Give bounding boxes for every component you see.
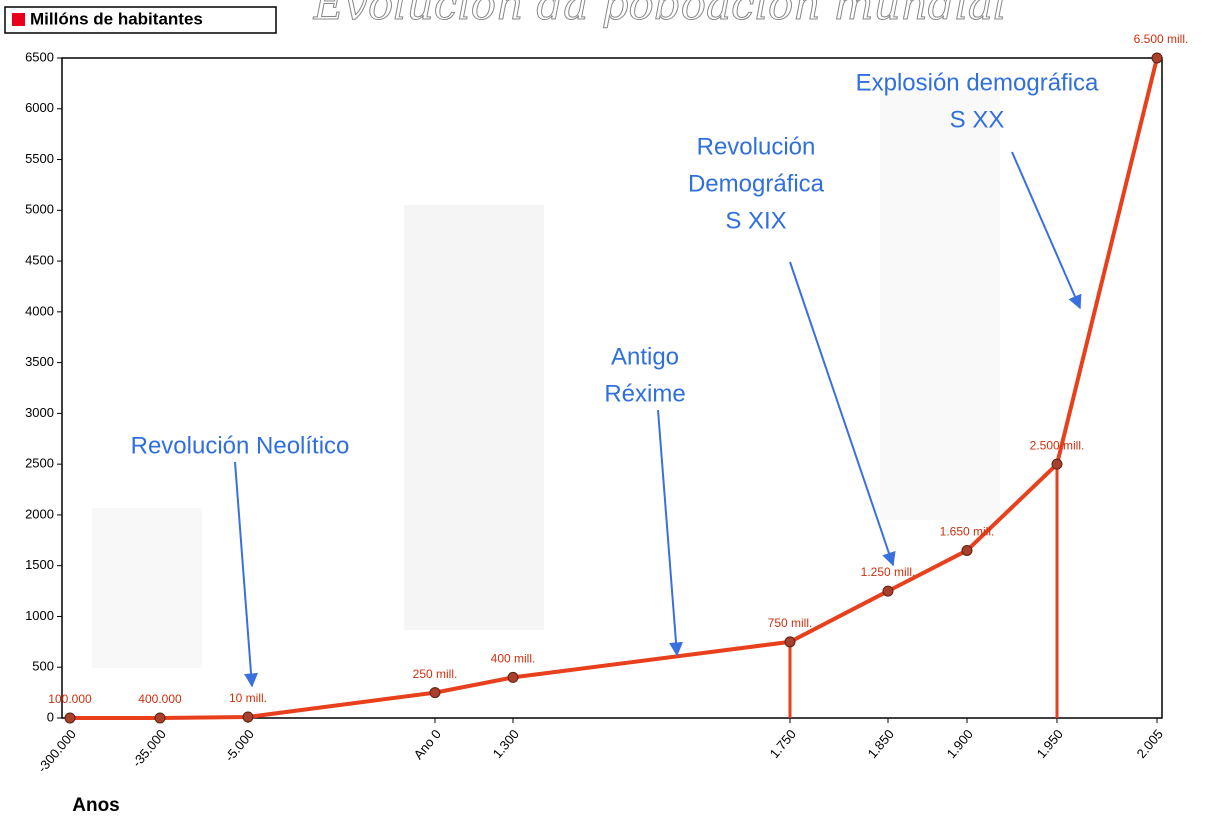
y-tick-label: 6500 bbox=[25, 49, 54, 64]
data-label: 400 mill. bbox=[491, 652, 536, 666]
annotation: Antigo bbox=[611, 343, 679, 370]
data-label: 2.500 mill. bbox=[1030, 438, 1085, 452]
data-label: 6.500 mill. bbox=[1134, 32, 1189, 46]
y-tick-label: 4000 bbox=[25, 303, 54, 318]
chart: Evolución da poboación mundial Millóns d… bbox=[0, 0, 1214, 820]
legend-label: Millóns de habitantes bbox=[30, 9, 203, 28]
data-label: 250 mill. bbox=[413, 667, 458, 681]
y-tick-label: 0 bbox=[47, 709, 54, 724]
annotation: Demográfica bbox=[688, 170, 825, 197]
y-tick-label: 6000 bbox=[25, 100, 54, 115]
y-tick-label: 500 bbox=[32, 659, 54, 674]
data-label: 1.650 mill. bbox=[940, 525, 995, 539]
data-point bbox=[65, 713, 75, 723]
data-point bbox=[883, 586, 893, 596]
annotation: S XX bbox=[950, 106, 1005, 133]
y-tick-label: 3500 bbox=[25, 354, 54, 369]
y-tick-label: 3000 bbox=[25, 405, 54, 420]
data-point bbox=[508, 672, 518, 682]
data-point bbox=[243, 712, 253, 722]
background bbox=[0, 0, 1214, 820]
y-tick-label: 5500 bbox=[25, 151, 54, 166]
annotation: S XIX bbox=[725, 207, 786, 234]
data-label: 100.000 bbox=[48, 692, 92, 706]
legend-swatch bbox=[12, 13, 25, 26]
data-label: 750 mill. bbox=[768, 616, 813, 630]
y-tick-label: 1000 bbox=[25, 608, 54, 623]
data-label: 10 mill. bbox=[229, 691, 267, 705]
annotation: Revolución bbox=[697, 133, 816, 160]
chart-title: Evolución da poboación mundial bbox=[313, 0, 1007, 29]
x-axis-label: Anos bbox=[72, 795, 120, 816]
annotation: Réxime bbox=[604, 380, 685, 407]
data-point bbox=[155, 713, 165, 723]
data-point bbox=[430, 688, 440, 698]
legend: Millóns de habitantes bbox=[5, 7, 276, 33]
annotation: Explosión demográfica bbox=[856, 69, 1099, 96]
y-tick-label: 5000 bbox=[25, 202, 54, 217]
y-tick-label: 1500 bbox=[25, 557, 54, 572]
data-point bbox=[962, 545, 972, 555]
data-point bbox=[785, 637, 795, 647]
annotation: Revolución Neolítico bbox=[131, 432, 350, 459]
y-tick-label: 2500 bbox=[25, 456, 54, 471]
y-tick-label: 2000 bbox=[25, 506, 54, 521]
data-point bbox=[1152, 53, 1162, 63]
data-point bbox=[1052, 459, 1062, 469]
data-label: 1.250 mill. bbox=[861, 565, 916, 579]
y-tick-label: 4500 bbox=[25, 253, 54, 268]
data-label: 400.000 bbox=[138, 692, 182, 706]
